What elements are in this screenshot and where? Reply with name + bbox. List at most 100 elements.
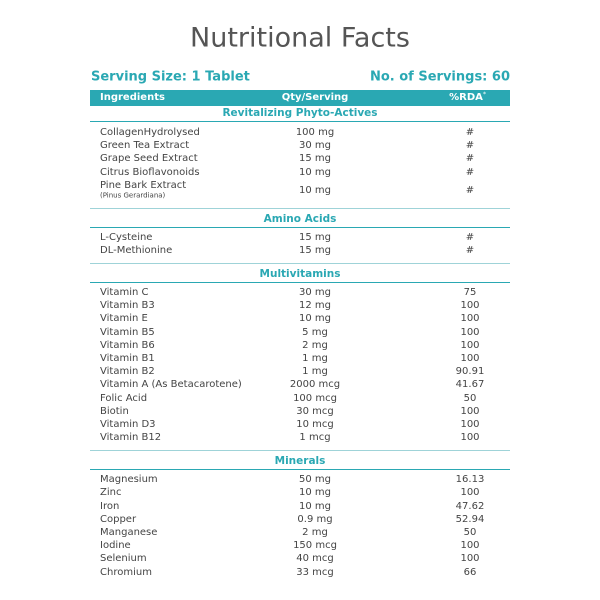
ingredient: Zinc [100, 487, 122, 499]
quantity: 10 mg [299, 487, 331, 499]
rda: 100 [460, 553, 480, 565]
rda: # [465, 127, 475, 138]
section-title: Minerals [274, 454, 326, 467]
ingredient-note: (Pinus Gerardiana) [100, 191, 166, 200]
rda: 100 [460, 405, 480, 417]
quantity: 100 mg [295, 127, 335, 138]
ingredient: DL-Methionine [100, 245, 173, 256]
ingredient: Chromium [100, 566, 152, 578]
quantity: 15 mg [299, 153, 331, 165]
quantity: 2000 mcg [289, 379, 341, 391]
quantity: 30 mg [299, 140, 331, 152]
rda: # [465, 184, 475, 196]
rda: 100 [460, 419, 480, 430]
ingredient: Vitamin B6 [100, 339, 155, 351]
section-rule [90, 469, 510, 471]
quantity: 5 mg [302, 326, 328, 338]
ingredient: Magnesium [100, 474, 158, 486]
quantity: 0.9 mg [297, 513, 333, 525]
ingredient: Vitamin B3 [100, 300, 155, 312]
rda: # [465, 140, 475, 152]
rda: 100 [460, 313, 480, 325]
rda: 100 [460, 326, 480, 338]
quantity: 15 mg [299, 245, 331, 256]
ingredient: L-Cysteine [100, 231, 153, 243]
ingredient: Vitamin C [100, 287, 149, 298]
quantity: 10 mg [299, 166, 331, 178]
quantity: 33 mcg [296, 566, 334, 578]
servings: No. of Servings: 60 [369, 69, 510, 85]
rda: 16.13 [455, 474, 485, 486]
rda: # [465, 245, 475, 256]
quantity: 2 mg [302, 527, 328, 538]
rda: 41.67 [455, 379, 485, 391]
ingredient: Citrus Bioflavonoids [100, 166, 200, 178]
rda: # [465, 153, 475, 165]
ingredient: Vitamin E [100, 313, 148, 325]
column-header: %RDA [449, 92, 483, 103]
ingredient: Selenium [100, 553, 147, 565]
ingredient: Copper [100, 513, 137, 525]
section-title: Multivitamins [259, 267, 341, 280]
quantity: 30 mg [299, 287, 331, 298]
quantity: 10 mg [299, 500, 331, 512]
rda: 100 [460, 339, 480, 351]
rda: 90.91 [455, 366, 485, 378]
quantity: 40 mcg [296, 553, 334, 565]
quantity: 1 mg [302, 366, 328, 378]
rda: 100 [460, 540, 480, 552]
quantity: 150 mcg [293, 540, 337, 552]
rda: # [465, 166, 475, 178]
ingredient: Biotin [100, 405, 129, 417]
rda: 50 [463, 527, 477, 538]
quantity: 1 mg [302, 353, 328, 364]
separator [90, 263, 510, 264]
column-header: Ingredients [100, 92, 165, 103]
separator [90, 450, 510, 452]
rda: 50 [463, 392, 477, 404]
ingredient: Green Tea Extract [100, 140, 190, 152]
rda: 100 [460, 300, 480, 312]
rda: 52.94 [455, 513, 485, 525]
rda: 100 [460, 432, 480, 444]
quantity: 100 mcg [293, 392, 337, 404]
rda: 100 [460, 353, 480, 364]
ingredient: Manganese [100, 527, 158, 538]
ingredient: Vitamin A (As Betacarotene) [100, 379, 242, 391]
section-rule [90, 226, 510, 228]
ingredient: Vitamin B2 [100, 366, 155, 378]
quantity: 10 mg [299, 313, 331, 325]
ingredient: Grape Seed Extract [100, 153, 198, 165]
rda: 75 [463, 287, 477, 298]
quantity: 12 mg [299, 300, 331, 312]
ingredient: Pine Bark Extract [100, 179, 187, 191]
rda-mark: * [483, 91, 486, 98]
quantity: 15 mg [299, 231, 331, 243]
ingredient: Vitamin B5 [100, 326, 155, 338]
ingredient: Iodine [100, 540, 131, 552]
ingredient: Folic Acid [100, 392, 148, 404]
separator [90, 207, 510, 209]
quantity: 50 mg [299, 474, 331, 486]
serving-size: Serving Size: 1 Tablet [91, 69, 250, 85]
quantity: 10 mcg [296, 419, 334, 430]
quantity: 30 mcg [296, 405, 334, 417]
section-title: Revitalizing Phyto-Actives [222, 106, 378, 119]
header-bar [90, 90, 510, 106]
quantity: 1 mcg [299, 432, 331, 444]
ingredient: CollagenHydrolysed [100, 127, 200, 138]
section-title: Amino Acids [263, 212, 337, 225]
ingredient: Iron [100, 500, 120, 512]
section-rule [90, 121, 510, 122]
quantity: 10 mg [299, 184, 331, 196]
ingredient: Vitamin B12 [100, 432, 162, 444]
rda: # [465, 231, 475, 243]
rda: 47.62 [455, 500, 485, 512]
rda: 66 [463, 566, 477, 578]
section-rule [90, 282, 510, 283]
ingredient: Vitamin D3 [100, 419, 156, 430]
quantity: 2 mg [302, 339, 328, 351]
title: Nutritional Facts [190, 22, 410, 54]
ingredient: Vitamin B1 [100, 353, 155, 364]
